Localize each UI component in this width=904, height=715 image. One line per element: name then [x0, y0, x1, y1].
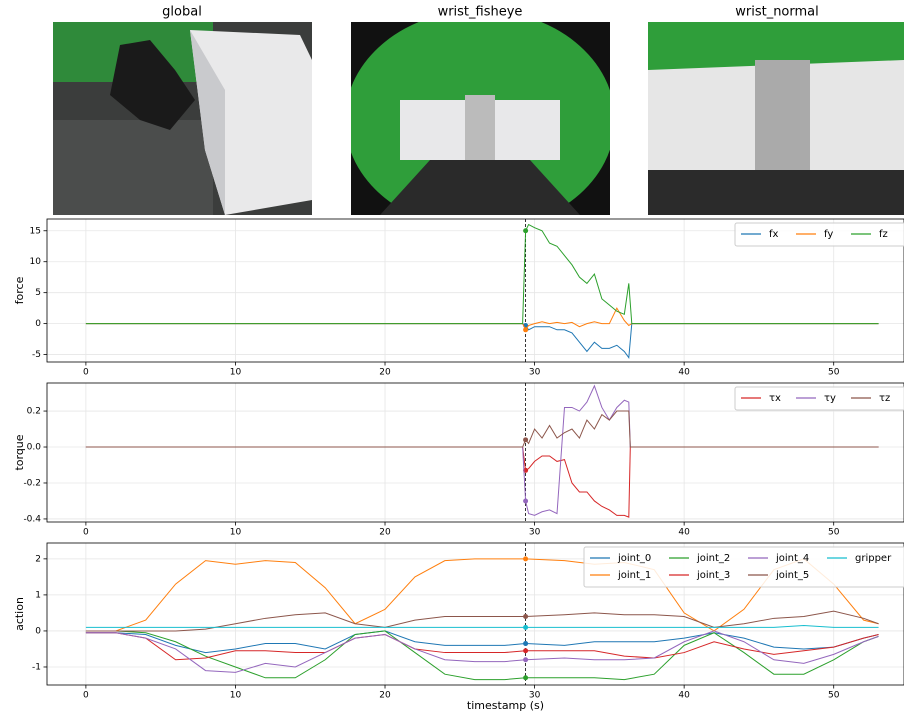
legend-label: fz	[879, 229, 888, 240]
marker-dot	[523, 556, 529, 562]
x-tick-label: 10	[230, 691, 242, 701]
y-tick-label: 15	[30, 226, 41, 236]
plot-area	[85, 543, 879, 685]
axes-frame	[46, 382, 904, 523]
x-tick-label: 30	[529, 368, 541, 378]
image-title: global	[162, 5, 202, 20]
y-tick-label: 5	[35, 288, 41, 298]
series-line	[85, 410, 879, 448]
series-line	[85, 384, 879, 516]
y-axis-label: torque	[13, 434, 26, 470]
legend-label: τy	[824, 393, 836, 404]
x-tick-label: 40	[678, 528, 690, 538]
legend-box	[734, 386, 904, 411]
marker-dot	[523, 327, 529, 333]
legend-label: joint_1	[617, 570, 651, 581]
y-tick-label: 0.0	[27, 443, 42, 453]
chart: 0 10 20 30 40 50 -1 0 1 2 action timestamp (s) joint…	[13, 542, 904, 712]
legend-label: τx	[769, 393, 781, 404]
marker-dot	[523, 624, 529, 630]
x-tick-label: 50	[828, 368, 840, 378]
legend-label: τz	[879, 393, 890, 404]
x-tick-label: 10	[230, 368, 242, 378]
legend-label: fy	[824, 229, 833, 240]
y-tick-label: 0.2	[27, 407, 41, 417]
chart: 0 10 20 30 40 50 -0.4 -0.2 0.0 0.2 torque τx τy τz	[13, 382, 904, 538]
camera-image	[351, 22, 610, 215]
legend-label: gripper	[855, 553, 892, 564]
series-line	[85, 610, 879, 632]
plot-area	[85, 219, 879, 362]
x-tick-label: 40	[678, 691, 690, 701]
chart: 0 10 20 30 40 50 -5 0 5 10 15 force fx fy fz	[13, 218, 904, 378]
legend-label: joint_2	[696, 553, 730, 564]
marker-dot	[523, 675, 529, 681]
series-line	[85, 446, 879, 518]
camera-image	[648, 22, 904, 215]
y-tick-label: 0	[35, 626, 41, 636]
legend-label: fx	[769, 229, 779, 240]
image-title: wrist_normal	[735, 5, 819, 20]
plot-area	[85, 383, 879, 522]
x-axis-label: timestamp (s)	[467, 699, 544, 712]
x-tick-label: 0	[83, 528, 89, 538]
legend-label: joint_3	[696, 570, 730, 581]
x-tick-label: 20	[379, 691, 391, 701]
legend-box	[734, 222, 904, 247]
series-line	[85, 558, 879, 632]
x-tick-label: 30	[529, 528, 541, 538]
y-tick-label: 10	[30, 257, 42, 267]
x-tick-label: 0	[83, 368, 89, 378]
y-tick-label: -0.2	[23, 478, 41, 488]
y-tick-label: 0	[35, 319, 41, 329]
x-tick-label: 0	[83, 691, 89, 701]
x-tick-label: 20	[379, 368, 391, 378]
y-axis-label: force	[13, 276, 26, 304]
marker-dot	[523, 228, 529, 234]
y-axis-label: action	[13, 597, 26, 631]
y-tick-label: 2	[35, 554, 41, 564]
series-line	[85, 630, 879, 681]
axes-frame	[46, 542, 904, 686]
legend-label: joint_4	[775, 553, 809, 564]
marker-dot	[523, 657, 529, 663]
marker-dot	[523, 641, 529, 647]
x-tick-label: 20	[379, 528, 391, 538]
series-line	[85, 307, 879, 331]
series-line	[85, 630, 879, 673]
x-tick-label: 50	[828, 691, 840, 701]
y-tick-label: -0.4	[23, 514, 41, 524]
y-tick-label: 1	[35, 590, 41, 600]
x-tick-label: 40	[678, 368, 690, 378]
camera-image	[53, 22, 312, 215]
legend-label: joint_0	[617, 553, 651, 564]
marker-dot	[523, 437, 529, 443]
x-tick-label: 10	[230, 528, 242, 538]
marker-dot	[523, 648, 529, 654]
x-tick-label: 50	[828, 528, 840, 538]
series-line	[85, 323, 879, 360]
image-title: wrist_fisheye	[438, 5, 523, 20]
series-line	[85, 632, 879, 661]
legend-label: joint_5	[775, 570, 809, 581]
marker-dot	[523, 614, 529, 620]
legend-box	[583, 546, 904, 588]
marker-dot	[523, 498, 529, 504]
x-tick-label: 30	[529, 691, 541, 701]
axes-frame	[46, 218, 904, 363]
y-tick-label: -1	[32, 662, 41, 672]
series-line	[85, 625, 879, 628]
series-line	[85, 630, 879, 654]
y-tick-label: -5	[32, 350, 41, 360]
series-line	[85, 223, 879, 325]
